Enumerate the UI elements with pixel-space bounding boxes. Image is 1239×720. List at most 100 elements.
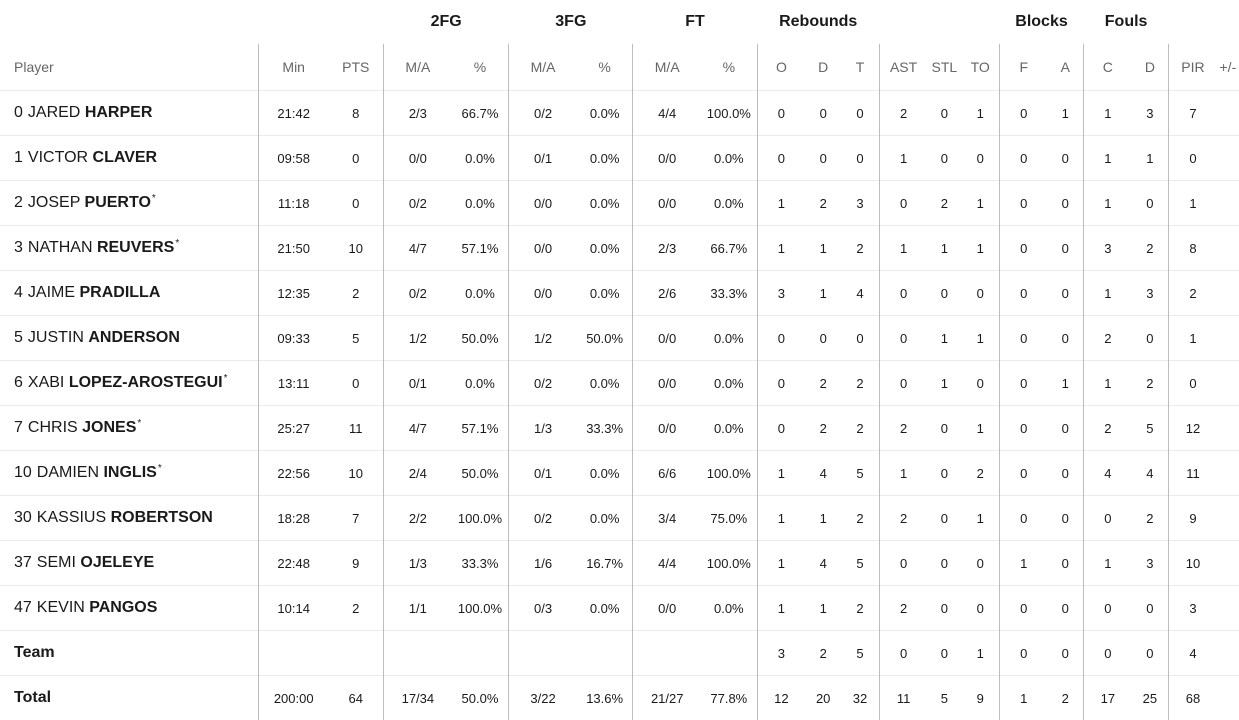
cell-reb-t: 2 [841, 406, 879, 451]
col-header-2fg-pct[interactable]: % [452, 44, 509, 91]
group-header-blocks: Blocks [999, 0, 1083, 44]
total-pts: 64 [329, 676, 384, 720]
cell-reb-o: 1 [757, 181, 805, 226]
cell-foul-d: 2 [1132, 361, 1169, 406]
cell-reb-o: 0 [757, 316, 805, 361]
cell-3fg-pct: 0.0% [577, 136, 633, 181]
cell-2fg-ma: 2/2 [384, 496, 452, 541]
col-header-plusminus[interactable]: +/- [1217, 44, 1239, 91]
total-reb-o: 12 [757, 676, 805, 720]
player-number: 6 [14, 374, 23, 392]
cell-ast: 2 [879, 586, 927, 631]
cell-2fg-ma: 0/2 [384, 181, 452, 226]
cell-pir: 8 [1169, 226, 1217, 271]
cell-blk-f: 0 [999, 586, 1047, 631]
cell-pts: 9 [329, 541, 384, 586]
col-header-player[interactable]: Player [0, 44, 258, 91]
cell-ast: 2 [879, 91, 927, 136]
cell-reb-o: 0 [757, 91, 805, 136]
col-header-2fg-ma[interactable]: M/A [384, 44, 452, 91]
cell-foul-c: 1 [1084, 361, 1132, 406]
cell-to: 1 [961, 406, 999, 451]
col-header-pts[interactable]: PTS [329, 44, 384, 91]
col-header-reb-o[interactable]: O [757, 44, 805, 91]
total-pir: 68 [1169, 676, 1217, 720]
cell-min: 18:28 [258, 496, 328, 541]
cell-reb-t: 2 [841, 586, 879, 631]
col-header-reb-d[interactable]: D [805, 44, 841, 91]
cell-stl: 0 [927, 406, 961, 451]
cell-foul-d: 4 [1132, 451, 1169, 496]
cell-blk-f: 0 [999, 316, 1047, 361]
player-first-name: VICTOR [28, 149, 88, 166]
cell-ft-ma: 4/4 [633, 91, 701, 136]
cell-reb-o: 0 [757, 361, 805, 406]
cell-pts: 2 [329, 586, 384, 631]
col-header-ft-ma[interactable]: M/A [633, 44, 701, 91]
cell-stl: 1 [927, 316, 961, 361]
cell-3fg-ma: 0/1 [509, 451, 577, 496]
col-header-blk-a[interactable]: A [1048, 44, 1084, 91]
team-2fg-ma [384, 631, 452, 676]
cell-to: 0 [961, 541, 999, 586]
col-header-foul-c[interactable]: C [1084, 44, 1132, 91]
cell-2fg-ma: 0/0 [384, 136, 452, 181]
player-first-name: KEVIN [37, 599, 85, 616]
player-last-name: ANDERSON [88, 329, 180, 346]
col-header-stl[interactable]: STL [927, 44, 961, 91]
cell-stl: 1 [927, 226, 961, 271]
group-header-blank [0, 0, 258, 44]
player-first-name: JAIME [28, 284, 75, 301]
col-header-ft-pct[interactable]: % [701, 44, 757, 91]
cell-2fg-ma: 0/2 [384, 271, 452, 316]
cell-to: 0 [961, 361, 999, 406]
cell-min: 12:35 [258, 271, 328, 316]
total-blk-a: 2 [1048, 676, 1084, 720]
cell-2fg-pct: 0.0% [452, 271, 509, 316]
group-header-blank-4 [1169, 0, 1239, 44]
cell-blk-f: 0 [999, 496, 1047, 541]
team-foul-d: 0 [1132, 631, 1169, 676]
team-min [258, 631, 328, 676]
cell-pir: 11 [1169, 451, 1217, 496]
group-header-3fg: 3FG [509, 0, 633, 44]
cell-ft-ma: 2/6 [633, 271, 701, 316]
cell-ast: 2 [879, 496, 927, 541]
col-header-foul-d[interactable]: D [1132, 44, 1169, 91]
col-header-reb-t[interactable]: T [841, 44, 879, 91]
cell-blk-a: 0 [1048, 226, 1084, 271]
cell-2fg-pct: 50.0% [452, 316, 509, 361]
cell-to: 1 [961, 226, 999, 271]
col-header-3fg-pct[interactable]: % [577, 44, 633, 91]
col-header-pir[interactable]: PIR [1169, 44, 1217, 91]
team-reb-t: 5 [841, 631, 879, 676]
col-header-ast[interactable]: AST [879, 44, 927, 91]
col-header-to[interactable]: TO [961, 44, 999, 91]
col-header-3fg-ma[interactable]: M/A [509, 44, 577, 91]
total-row: Total 200:00 64 17/34 50.0% 3/22 13.6% 2… [0, 676, 1239, 720]
cell-ft-ma: 0/0 [633, 406, 701, 451]
cell-to: 0 [961, 586, 999, 631]
col-header-blk-f[interactable]: F [999, 44, 1047, 91]
group-header-ft: FT [633, 0, 757, 44]
total-stl: 5 [927, 676, 961, 720]
cell-plusminus [1217, 361, 1239, 406]
cell-pts: 0 [329, 136, 384, 181]
col-header-min[interactable]: Min [258, 44, 328, 91]
cell-min: 09:58 [258, 136, 328, 181]
